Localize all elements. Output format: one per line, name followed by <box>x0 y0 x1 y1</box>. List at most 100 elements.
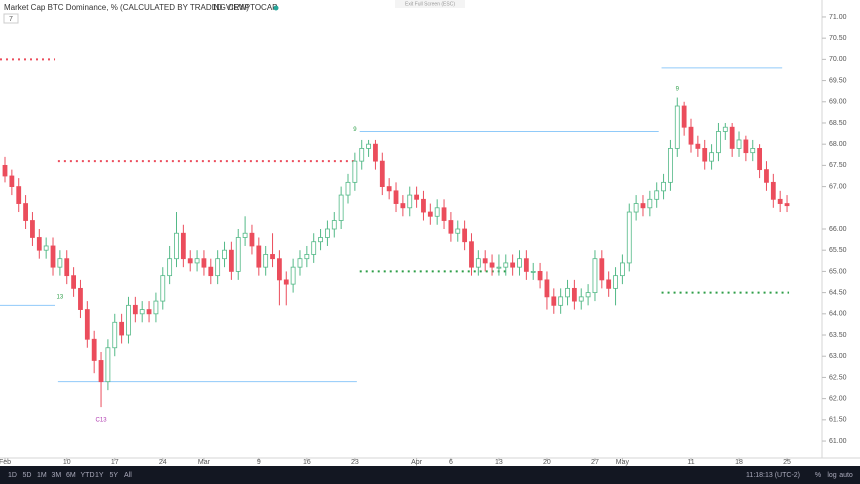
candle-body <box>373 143 378 162</box>
range-button[interactable]: 1D <box>8 472 17 479</box>
candle-body <box>146 309 152 315</box>
annotation: 9 <box>353 127 357 133</box>
range-button[interactable]: 1M <box>37 472 47 479</box>
candle-body <box>132 304 138 315</box>
candle-body <box>325 228 330 238</box>
candle-body <box>702 148 708 162</box>
candle-body <box>558 296 564 306</box>
candle-body <box>215 258 221 277</box>
y-tick-label: 68.00 <box>829 141 847 148</box>
candle-body <box>688 126 694 145</box>
indicator-count[interactable]: 7 <box>9 16 13 23</box>
candle-body <box>119 321 125 336</box>
candle-body <box>270 254 275 260</box>
y-tick-label: 69.50 <box>829 77 847 84</box>
candle-body <box>9 175 15 187</box>
candle-body <box>311 241 317 255</box>
chart-title: Market Cap BTC Dominance, % (CALCULATED … <box>4 3 249 12</box>
candle-body <box>30 220 35 238</box>
candle-body <box>668 148 673 183</box>
candle-body <box>222 249 227 260</box>
candle-body <box>43 245 49 251</box>
range-button[interactable]: 1Y <box>95 472 104 479</box>
candle-body <box>208 266 214 277</box>
scale-toggle[interactable]: % <box>815 472 821 479</box>
candle-body <box>16 186 22 204</box>
candle-body <box>105 347 111 383</box>
exchange: CRYPTOCAP <box>228 3 278 12</box>
candle-body <box>620 262 625 277</box>
x-tick-label: 24 <box>159 459 167 466</box>
candle-body <box>180 232 186 260</box>
x-tick-label: 16 <box>303 459 311 466</box>
x-tick-label: 10 <box>63 459 71 466</box>
candle-body <box>757 148 762 171</box>
y-tick-label: 62.00 <box>829 395 847 402</box>
candle-body <box>565 287 570 298</box>
range-button[interactable]: All <box>124 472 132 479</box>
candle-body <box>393 190 399 204</box>
candle-body <box>352 160 358 183</box>
candle-body <box>585 292 591 298</box>
candle-body <box>112 321 118 349</box>
candle-body <box>441 207 447 221</box>
candle-body <box>695 143 701 149</box>
candle-body <box>407 194 413 209</box>
candle-body <box>606 279 612 289</box>
x-tick-label: May <box>616 459 630 466</box>
candle-body <box>235 237 241 272</box>
y-tick-label: 71.00 <box>829 14 847 21</box>
y-tick-label: 68.50 <box>829 120 847 127</box>
x-tick-label: 13 <box>495 459 503 466</box>
annotation: 13 <box>57 294 64 300</box>
range-button[interactable]: 6M <box>66 472 76 479</box>
x-tick-label: 17 <box>111 459 119 466</box>
scale-toggle[interactable]: auto <box>839 472 853 479</box>
candle-body <box>290 266 296 285</box>
candle-body <box>201 258 207 268</box>
candle-body <box>36 237 42 251</box>
range-button[interactable]: 3M <box>52 472 62 479</box>
candle-body <box>153 300 159 315</box>
indicator-toggle[interactable] <box>3 13 19 24</box>
y-tick-label: 62.50 <box>829 374 847 381</box>
candle-body <box>496 266 502 269</box>
candle-body <box>729 126 735 149</box>
candle-body <box>537 271 543 281</box>
candle-body <box>578 296 584 302</box>
candle-body <box>304 254 310 260</box>
candle-body <box>571 287 577 302</box>
annotation: C13 <box>96 417 108 423</box>
candle-body <box>784 203 790 207</box>
scale-toggle[interactable]: log <box>827 472 836 479</box>
candle-body <box>736 139 742 149</box>
candle-body <box>331 220 337 230</box>
candle-body <box>722 126 728 132</box>
fullscreen-hint[interactable]: Exit Full Screen (ESC) <box>405 1 455 7</box>
fullscreen-hint-bg <box>395 0 465 8</box>
range-button[interactable]: 5Y <box>110 472 119 479</box>
range-button[interactable]: 5D <box>23 472 32 479</box>
candle-body <box>421 198 426 213</box>
y-tick-label: 69.00 <box>829 99 847 106</box>
y-tick-label: 65.50 <box>829 247 847 254</box>
y-tick-label: 64.50 <box>829 289 847 296</box>
range-button[interactable]: YTD <box>81 472 95 479</box>
candle-body <box>469 241 474 268</box>
candle-body <box>777 198 783 204</box>
candle-body <box>50 245 56 268</box>
candle-body <box>455 228 461 234</box>
candle-body <box>681 105 687 128</box>
candle-body <box>2 164 8 177</box>
candle-body <box>400 203 406 209</box>
candle-body <box>743 139 749 154</box>
candle-body <box>462 228 468 243</box>
candle-body <box>228 249 234 272</box>
toolbar-items: 1D 5D 1M 3M 6M YTD 1Y 5Y All 11:18:13 (UTC-2)% log… <box>8 472 853 479</box>
candle-body <box>78 287 83 310</box>
candle-body <box>283 279 289 285</box>
bottom-toolbar <box>0 466 860 484</box>
y-tick-label: 67.50 <box>829 162 847 169</box>
